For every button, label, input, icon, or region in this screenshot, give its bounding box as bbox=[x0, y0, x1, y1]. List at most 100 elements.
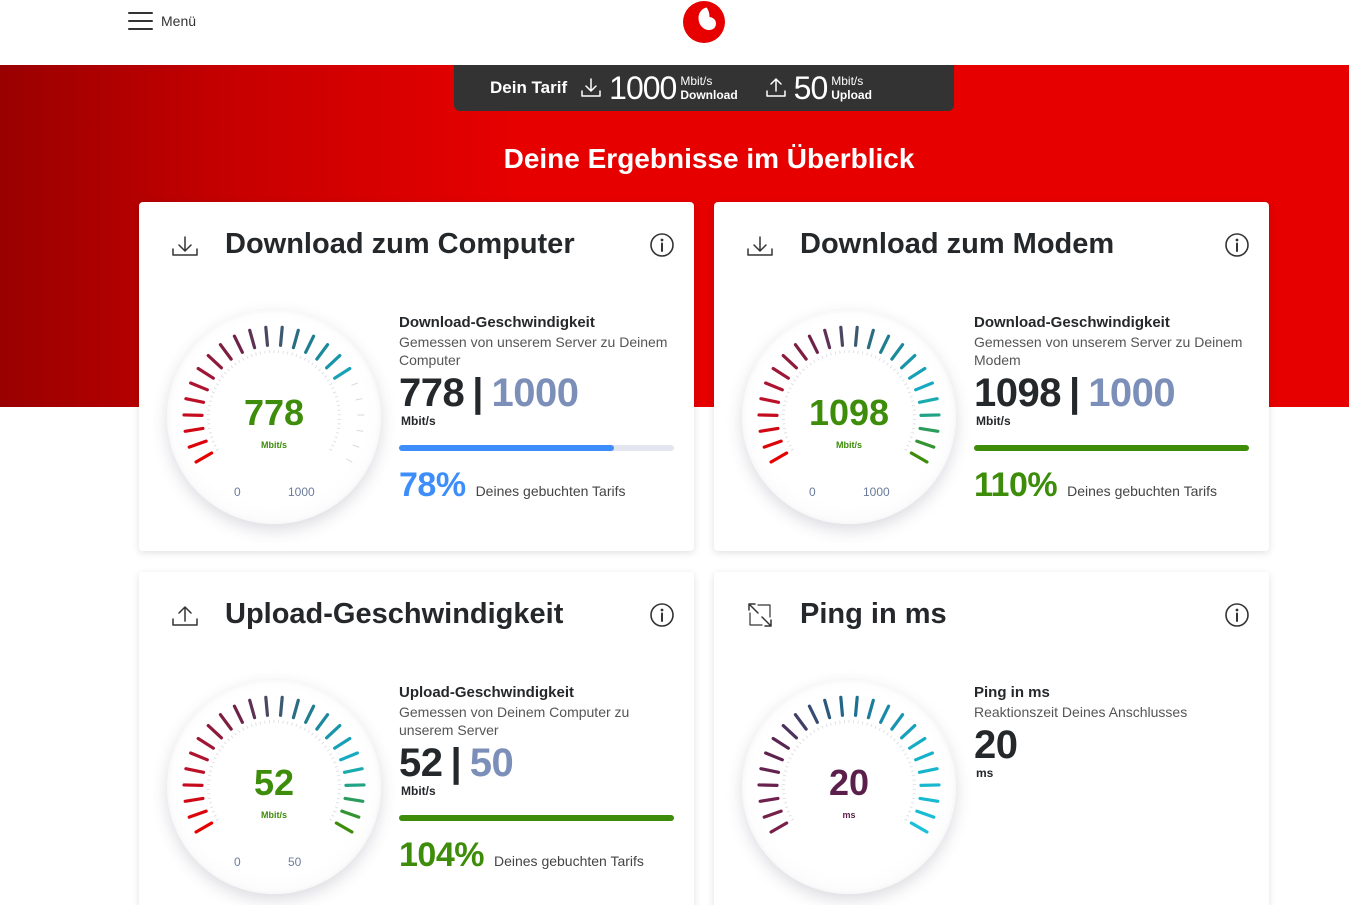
gauge-tick bbox=[762, 809, 783, 819]
percent-text: Deines gebuchten Tarifs bbox=[493, 853, 644, 869]
gauge-tick bbox=[879, 704, 891, 724]
gauge-minor-tick bbox=[213, 757, 217, 760]
gauge-tick bbox=[890, 713, 905, 731]
gauge-minor-tick bbox=[911, 802, 915, 804]
gauge-minor-tick bbox=[886, 732, 889, 736]
gauge-minor-tick bbox=[821, 355, 824, 359]
gauge-minor-tick bbox=[220, 375, 224, 378]
gauge-minor-tick bbox=[255, 352, 257, 356]
gauge-minor-tick bbox=[809, 732, 812, 736]
vodafone-logo[interactable] bbox=[682, 0, 726, 44]
gauge-minor-tick bbox=[904, 383, 908, 386]
gauge-tick bbox=[908, 366, 927, 380]
menu-label: Menü bbox=[161, 13, 197, 29]
metric-description: Gemessen von unserem Server zu Deinem Co… bbox=[399, 334, 668, 368]
gauge-minor-tick bbox=[334, 765, 338, 768]
gauge-minor-tick bbox=[211, 440, 215, 443]
gauge-tick bbox=[823, 328, 832, 350]
gauge-minor-tick bbox=[318, 738, 321, 742]
info-icon[interactable] bbox=[1224, 232, 1250, 258]
gauge-minor-tick bbox=[889, 365, 893, 369]
card-title: Download zum Modem bbox=[800, 228, 1115, 260]
gauge-minor-tick bbox=[299, 725, 302, 729]
gauge-minor-tick bbox=[220, 745, 224, 748]
gauge-minor-tick bbox=[790, 818, 794, 821]
gauge-minor-tick bbox=[908, 761, 912, 764]
gauge-minor-tick bbox=[336, 774, 341, 777]
gauge-minor-tick bbox=[817, 357, 820, 361]
gauge-minor-tick bbox=[331, 757, 335, 760]
info-icon[interactable] bbox=[649, 602, 675, 628]
gauge-tick bbox=[196, 736, 215, 750]
gauge-ticks bbox=[182, 695, 366, 834]
metric-label: Download-Geschwindigkeit bbox=[974, 314, 1170, 331]
percent-row: 104% Deines gebuchten Tarifs bbox=[399, 836, 644, 875]
gauge-tick bbox=[900, 723, 917, 740]
gauge-tick bbox=[304, 704, 316, 724]
gauge-minor-tick bbox=[893, 368, 896, 372]
gauge-minor-tick bbox=[207, 774, 212, 777]
gauge-minor-tick bbox=[299, 355, 302, 359]
value-separator: | bbox=[450, 741, 462, 785]
tariff-label: Dein Tarif bbox=[490, 78, 568, 97]
gauge-tick bbox=[291, 328, 300, 350]
gauge-tick bbox=[356, 429, 364, 432]
gauge-minor-tick bbox=[324, 375, 328, 378]
gauge-minor-tick bbox=[909, 806, 913, 809]
tariff-upload-label: Upload bbox=[831, 88, 872, 102]
gauge-minor-tick bbox=[333, 391, 337, 394]
gauge-tick bbox=[853, 695, 859, 717]
gauge-minor-tick bbox=[329, 753, 333, 756]
percent-row: 78% Deines gebuchten Tarifs bbox=[399, 466, 626, 505]
gauge-minor-tick bbox=[324, 745, 328, 748]
gauge-minor-tick bbox=[899, 745, 903, 748]
measured-value: 52 bbox=[399, 741, 443, 785]
measured-value: 20 bbox=[974, 723, 1018, 767]
upload-icon bbox=[172, 605, 198, 626]
gauge-minor-tick bbox=[213, 387, 217, 390]
gauge-minor-tick bbox=[788, 757, 792, 760]
info-icon[interactable] bbox=[649, 232, 675, 258]
gauge-minor-tick bbox=[911, 770, 915, 772]
tariff-upload-value: 50 bbox=[793, 70, 829, 106]
gauge-minor-tick bbox=[331, 814, 335, 817]
gauge-tick bbox=[342, 767, 364, 774]
progress-bar bbox=[399, 445, 674, 451]
gauge-tick bbox=[355, 398, 363, 401]
gauge-minor-tick bbox=[909, 765, 913, 768]
gauge-min-label: 0 bbox=[234, 485, 241, 499]
gauge-minor-tick bbox=[334, 806, 338, 809]
gauge-minor-tick bbox=[882, 729, 885, 733]
gauge-minor-tick bbox=[802, 368, 805, 372]
gauge-minor-tick bbox=[210, 806, 214, 809]
gauge-tick bbox=[248, 328, 257, 350]
gauge-minor-tick bbox=[208, 432, 212, 434]
tariff-upload-unit: Mbit/s bbox=[831, 74, 864, 88]
gauge-minor-tick bbox=[906, 814, 910, 817]
gauge-minor-tick bbox=[798, 371, 802, 375]
progress-bar bbox=[399, 815, 674, 821]
metric-description: Gemessen von Deinem Computer zu unserem … bbox=[399, 704, 630, 738]
info-icon[interactable] bbox=[1224, 602, 1250, 628]
percent-text: Deines gebuchten Tarifs bbox=[475, 483, 626, 499]
gauge-minor-tick bbox=[889, 735, 893, 739]
gauge-minor-tick bbox=[901, 379, 905, 382]
gauge-minor-tick bbox=[210, 765, 214, 768]
gauge-minor-tick bbox=[211, 761, 215, 764]
gauge-minor-tick bbox=[207, 404, 212, 407]
gauge-tick bbox=[879, 334, 891, 354]
gauge-minor-tick bbox=[211, 810, 215, 813]
gauge-tick bbox=[187, 439, 208, 449]
gauge-minor-tick bbox=[825, 723, 828, 727]
gauge-tick bbox=[762, 439, 783, 449]
gauge-tick bbox=[189, 751, 209, 762]
download-icon bbox=[581, 78, 601, 97]
gauge-minor-tick bbox=[218, 379, 222, 382]
gauge-minor-tick bbox=[911, 432, 915, 434]
gauge-minor-tick bbox=[208, 400, 212, 402]
metric-block: Upload-Geschwindigkeit Gemessen von Dein… bbox=[399, 684, 679, 798]
progress-bar-fill bbox=[399, 445, 614, 451]
gauge-tick bbox=[291, 698, 300, 720]
menu-button[interactable]: Menü bbox=[128, 10, 196, 32]
card-title: Upload-Geschwindigkeit bbox=[225, 598, 564, 630]
